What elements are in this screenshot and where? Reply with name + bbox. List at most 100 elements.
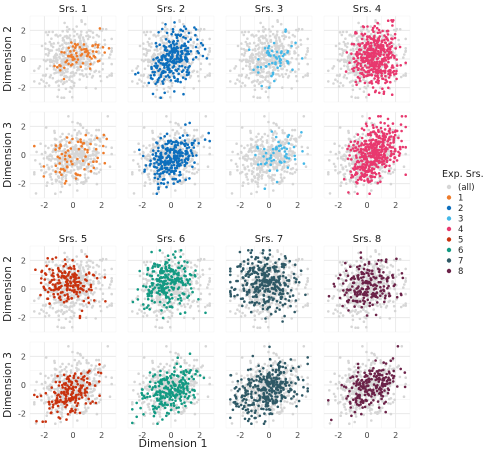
background-point [259,41,263,44]
data-point [191,154,195,157]
background-point [106,115,110,118]
background-point [348,178,352,182]
data-point [365,38,369,41]
data-point [154,151,158,155]
background-point [78,78,81,81]
background-point [47,51,51,55]
data-point [388,145,392,149]
background-point [159,178,162,181]
background-point [108,165,112,168]
background-point [285,170,289,174]
background-point [98,144,101,148]
data-point [360,56,363,60]
data-point [173,150,177,154]
data-point [179,28,183,32]
data-point [393,36,397,40]
data-point [356,192,359,195]
background-point [361,132,365,136]
background-point [265,169,269,172]
background-point [169,120,172,124]
background-point [299,38,302,42]
background-point [293,171,297,174]
background-point [230,159,233,162]
background-point [51,157,54,160]
background-point [235,142,238,145]
background-point [177,42,181,45]
background-point [280,67,284,71]
data-point [155,166,159,169]
background-point [150,42,154,45]
background-point [288,36,291,39]
background-point [196,43,199,46]
background-point [57,149,60,153]
background-point [147,60,150,64]
data-point [276,66,279,69]
data-point [69,50,72,53]
background-point [136,162,140,166]
data-point [155,192,159,195]
background-point [38,65,42,68]
background-point [66,30,69,33]
data-point [149,159,152,162]
background-point [334,165,337,168]
data-point [154,154,158,158]
data-point [388,129,391,133]
background-point [166,90,170,93]
background-point [264,58,267,61]
background-point [340,181,343,184]
data-point [184,44,187,48]
background-point [91,52,94,56]
data-point [395,77,398,81]
background-point [90,139,93,143]
background-point [142,53,146,56]
background-point [281,86,284,89]
background-point [355,47,358,51]
background-point [163,173,166,177]
background-point [275,132,278,135]
background-point [93,150,97,153]
background-point [86,144,89,147]
background-point [185,176,188,180]
data-point [256,65,260,69]
background-point [91,74,95,78]
background-point [149,30,152,34]
background-point [83,22,87,26]
data-point [352,69,355,73]
background-point [148,37,151,40]
data-point [181,58,184,62]
background-point [265,75,268,78]
background-point [182,168,186,171]
data-point [376,40,380,43]
background-point [240,47,243,50]
data-point [184,36,187,40]
data-point [151,92,155,96]
background-point [88,35,92,39]
background-point [265,139,269,142]
data-point [286,51,289,54]
background-point [262,30,265,33]
data-point [181,161,184,164]
data-point [394,129,397,132]
background-point [256,172,260,176]
data-point [376,37,380,41]
background-point [361,115,364,118]
background-point [351,84,355,87]
background-point [255,80,259,83]
background-point [338,47,341,50]
background-point [149,169,153,172]
background-point [78,68,81,71]
background-point [249,162,253,165]
data-point [92,160,95,163]
data-point [154,65,158,69]
data-point [256,163,260,166]
background-point [150,149,153,152]
background-point [43,172,46,175]
background-point [56,95,59,99]
data-point [81,159,85,162]
background-point [254,34,258,37]
data-point [370,54,374,58]
data-point [278,149,281,152]
data-point [263,147,266,151]
data-point [263,187,267,190]
background-point [247,182,250,185]
